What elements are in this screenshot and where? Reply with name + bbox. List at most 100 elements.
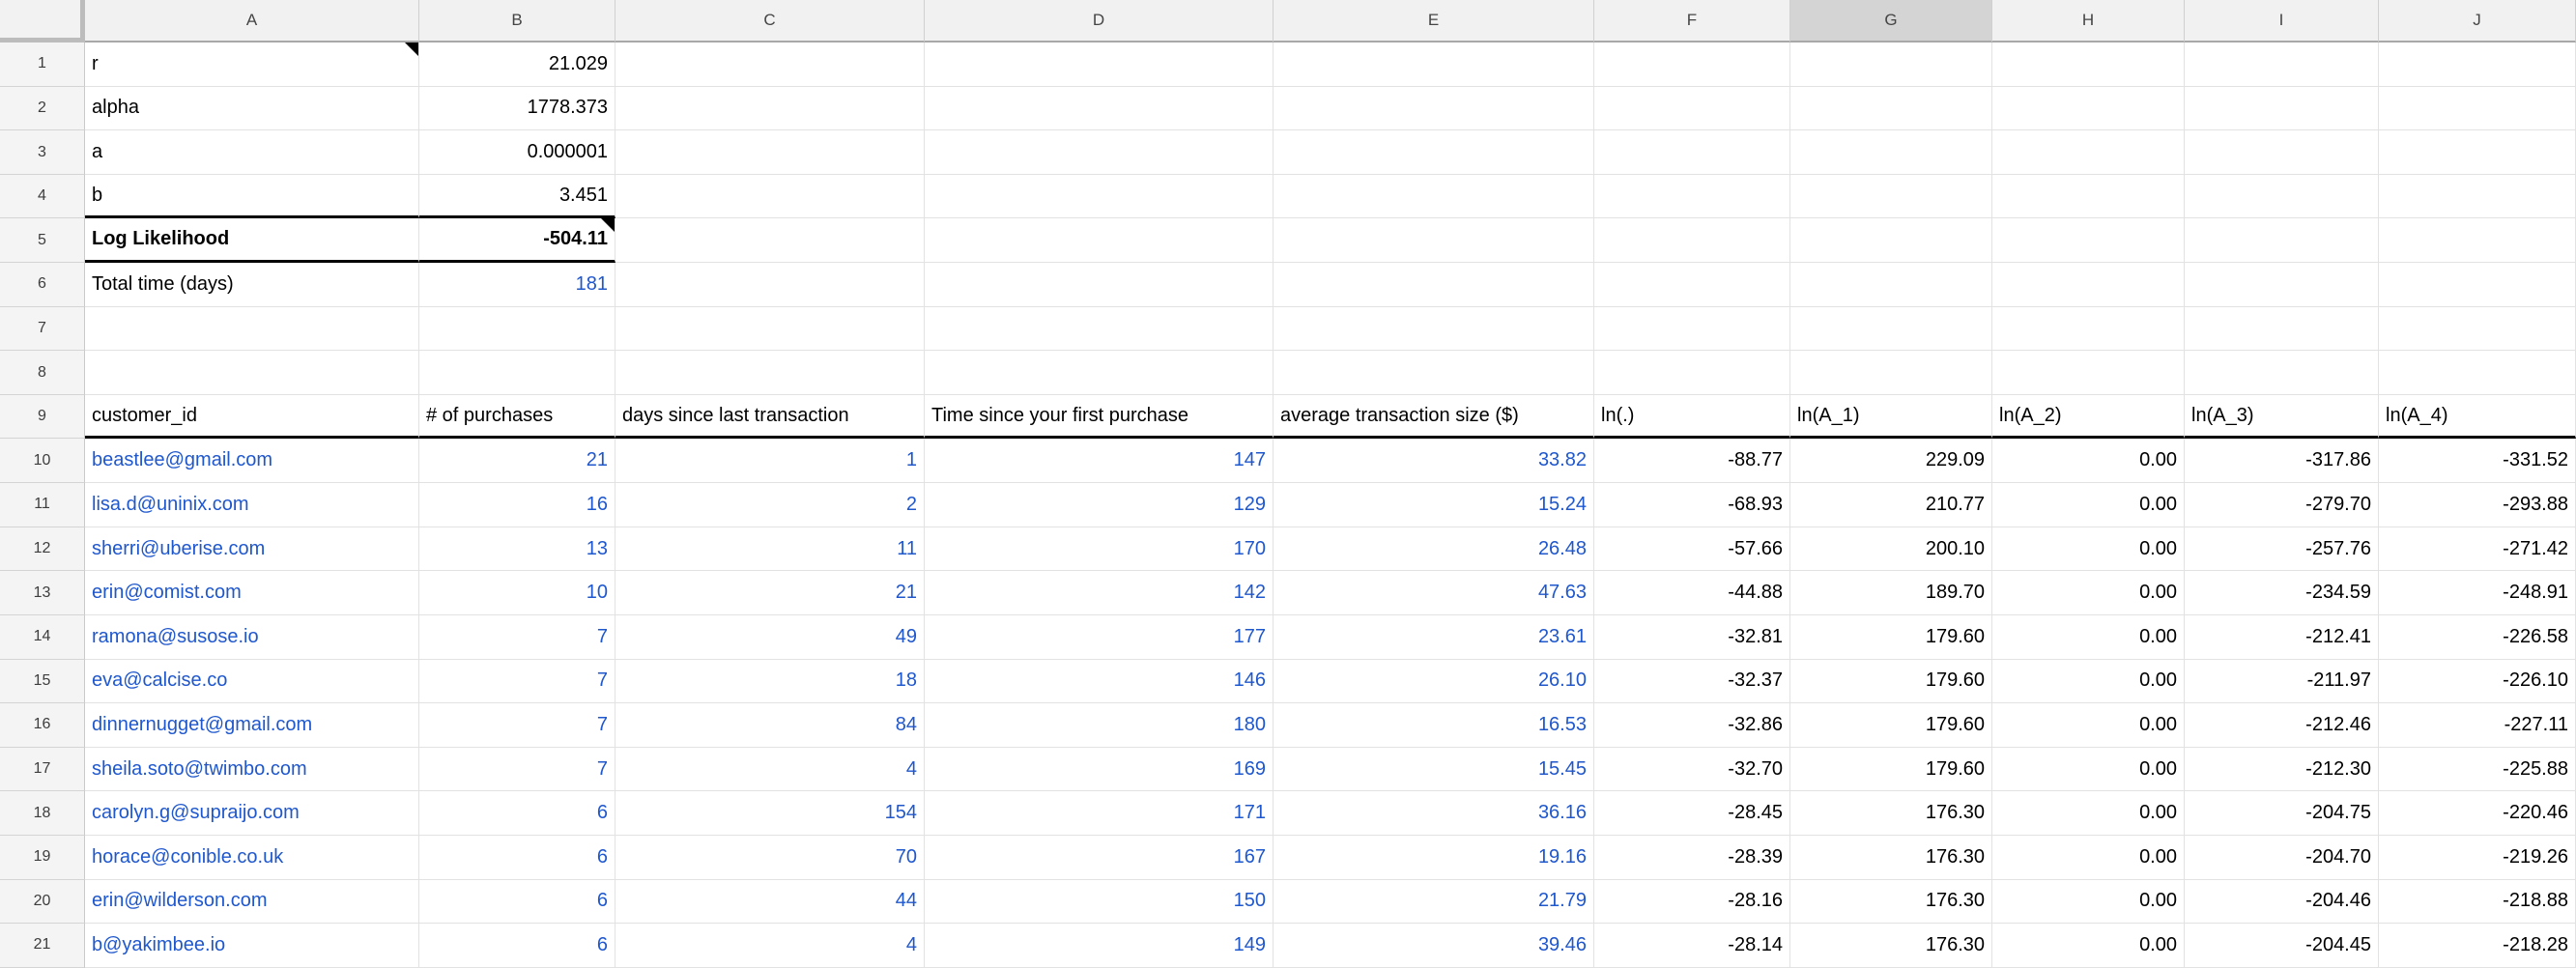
row-header-11[interactable]: 11 xyxy=(0,483,85,527)
cell-A12[interactable]: sherri@uberise.com xyxy=(85,527,419,572)
cell-H10[interactable]: 0.00 xyxy=(1992,439,2185,484)
cell-E5[interactable] xyxy=(1274,218,1594,264)
cell-I17[interactable]: -212.30 xyxy=(2185,747,2379,792)
row-header-16[interactable]: 16 xyxy=(0,703,85,748)
cell-I1[interactable] xyxy=(2185,43,2379,87)
cell-F13[interactable]: -44.88 xyxy=(1594,571,1790,615)
cell-C20[interactable]: 44 xyxy=(615,879,925,925)
cell-I3[interactable] xyxy=(2185,130,2379,175)
column-header-C[interactable]: C xyxy=(615,0,925,43)
cell-A8[interactable] xyxy=(85,351,419,395)
cell-J1[interactable] xyxy=(2379,43,2576,87)
cell-G14[interactable]: 179.60 xyxy=(1790,614,1992,660)
cell-F3[interactable] xyxy=(1594,130,1790,175)
cell-D3[interactable] xyxy=(925,130,1274,175)
cell-D10[interactable]: 147 xyxy=(925,439,1274,484)
cell-J7[interactable] xyxy=(2379,306,2576,352)
cell-F1[interactable] xyxy=(1594,43,1790,87)
cell-C14[interactable]: 49 xyxy=(615,614,925,660)
cell-D20[interactable]: 150 xyxy=(925,879,1274,925)
cell-F16[interactable]: -32.86 xyxy=(1594,703,1790,748)
cell-J6[interactable] xyxy=(2379,263,2576,307)
cell-A15[interactable]: eva@calcise.co xyxy=(85,659,419,704)
cell-G2[interactable] xyxy=(1790,86,1992,131)
row-header-13[interactable]: 13 xyxy=(0,571,85,615)
row-header-8[interactable]: 8 xyxy=(0,351,85,395)
cell-J8[interactable] xyxy=(2379,351,2576,395)
cell-I16[interactable]: -212.46 xyxy=(2185,703,2379,748)
cell-H17[interactable]: 0.00 xyxy=(1992,747,2185,792)
cell-C10[interactable]: 1 xyxy=(615,439,925,484)
cell-G15[interactable]: 179.60 xyxy=(1790,659,1992,704)
cell-A18[interactable]: carolyn.g@supraijo.com xyxy=(85,791,419,836)
row-header-14[interactable]: 14 xyxy=(0,614,85,660)
cell-D7[interactable] xyxy=(925,306,1274,352)
cell-D8[interactable] xyxy=(925,351,1274,395)
row-header-21[interactable]: 21 xyxy=(0,924,85,968)
cell-E15[interactable]: 26.10 xyxy=(1274,659,1594,704)
column-header-G[interactable]: G xyxy=(1790,0,1992,43)
cell-J9[interactable]: ln(A_4) xyxy=(2379,394,2576,440)
select-all-corner[interactable] xyxy=(0,0,85,43)
cell-F21[interactable]: -28.14 xyxy=(1594,924,1790,968)
cell-J10[interactable]: -331.52 xyxy=(2379,439,2576,484)
row-header-3[interactable]: 3 xyxy=(0,130,85,175)
cell-B19[interactable]: 6 xyxy=(419,835,615,880)
cell-C12[interactable]: 11 xyxy=(615,527,925,572)
row-header-5[interactable]: 5 xyxy=(0,218,85,264)
cell-H13[interactable]: 0.00 xyxy=(1992,571,2185,615)
cell-H21[interactable]: 0.00 xyxy=(1992,924,2185,968)
cell-B10[interactable]: 21 xyxy=(419,439,615,484)
cell-H5[interactable] xyxy=(1992,218,2185,264)
cell-G8[interactable] xyxy=(1790,351,1992,395)
cell-C15[interactable]: 18 xyxy=(615,659,925,704)
cell-F18[interactable]: -28.45 xyxy=(1594,791,1790,836)
cell-E11[interactable]: 15.24 xyxy=(1274,483,1594,527)
cell-D15[interactable]: 146 xyxy=(925,659,1274,704)
row-header-1[interactable]: 1 xyxy=(0,43,85,87)
cell-C3[interactable] xyxy=(615,130,925,175)
row-header-4[interactable]: 4 xyxy=(0,174,85,219)
cell-A14[interactable]: ramona@susose.io xyxy=(85,614,419,660)
cell-D18[interactable]: 171 xyxy=(925,791,1274,836)
cell-A1[interactable]: r xyxy=(85,43,419,87)
cell-C8[interactable] xyxy=(615,351,925,395)
cell-J3[interactable] xyxy=(2379,130,2576,175)
cell-F5[interactable] xyxy=(1594,218,1790,264)
cell-H15[interactable]: 0.00 xyxy=(1992,659,2185,704)
cell-I21[interactable]: -204.45 xyxy=(2185,924,2379,968)
cell-F12[interactable]: -57.66 xyxy=(1594,527,1790,572)
cell-A6[interactable]: Total time (days) xyxy=(85,263,419,307)
cell-B11[interactable]: 16 xyxy=(419,483,615,527)
cell-J14[interactable]: -226.58 xyxy=(2379,614,2576,660)
cell-E10[interactable]: 33.82 xyxy=(1274,439,1594,484)
cell-F4[interactable] xyxy=(1594,174,1790,219)
cell-J21[interactable]: -218.28 xyxy=(2379,924,2576,968)
cell-A17[interactable]: sheila.soto@twimbo.com xyxy=(85,747,419,792)
cell-F2[interactable] xyxy=(1594,86,1790,131)
cell-G5[interactable] xyxy=(1790,218,1992,264)
cell-E17[interactable]: 15.45 xyxy=(1274,747,1594,792)
cell-J4[interactable] xyxy=(2379,174,2576,219)
cell-G19[interactable]: 176.30 xyxy=(1790,835,1992,880)
cell-G18[interactable]: 176.30 xyxy=(1790,791,1992,836)
cell-H6[interactable] xyxy=(1992,263,2185,307)
column-header-A[interactable]: A xyxy=(85,0,419,43)
cell-G12[interactable]: 200.10 xyxy=(1790,527,1992,572)
cell-D19[interactable]: 167 xyxy=(925,835,1274,880)
cell-A13[interactable]: erin@comist.com xyxy=(85,571,419,615)
cell-J19[interactable]: -219.26 xyxy=(2379,835,2576,880)
cell-G11[interactable]: 210.77 xyxy=(1790,483,1992,527)
cell-G21[interactable]: 176.30 xyxy=(1790,924,1992,968)
row-header-20[interactable]: 20 xyxy=(0,879,85,925)
cell-F15[interactable]: -32.37 xyxy=(1594,659,1790,704)
cell-A3[interactable]: a xyxy=(85,130,419,175)
cell-D1[interactable] xyxy=(925,43,1274,87)
column-header-I[interactable]: I xyxy=(2185,0,2379,43)
row-header-18[interactable]: 18 xyxy=(0,791,85,836)
cell-E8[interactable] xyxy=(1274,351,1594,395)
cell-E16[interactable]: 16.53 xyxy=(1274,703,1594,748)
cell-G16[interactable]: 179.60 xyxy=(1790,703,1992,748)
cell-C21[interactable]: 4 xyxy=(615,924,925,968)
cell-B1[interactable]: 21.029 xyxy=(419,43,615,87)
